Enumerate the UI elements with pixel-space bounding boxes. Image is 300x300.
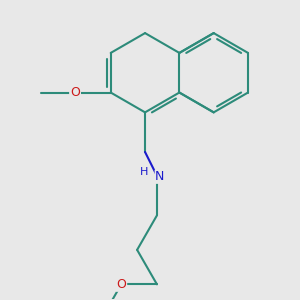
Text: N: N xyxy=(155,170,165,183)
Text: O: O xyxy=(70,86,80,99)
Text: O: O xyxy=(116,278,126,291)
Text: H: H xyxy=(140,167,148,177)
